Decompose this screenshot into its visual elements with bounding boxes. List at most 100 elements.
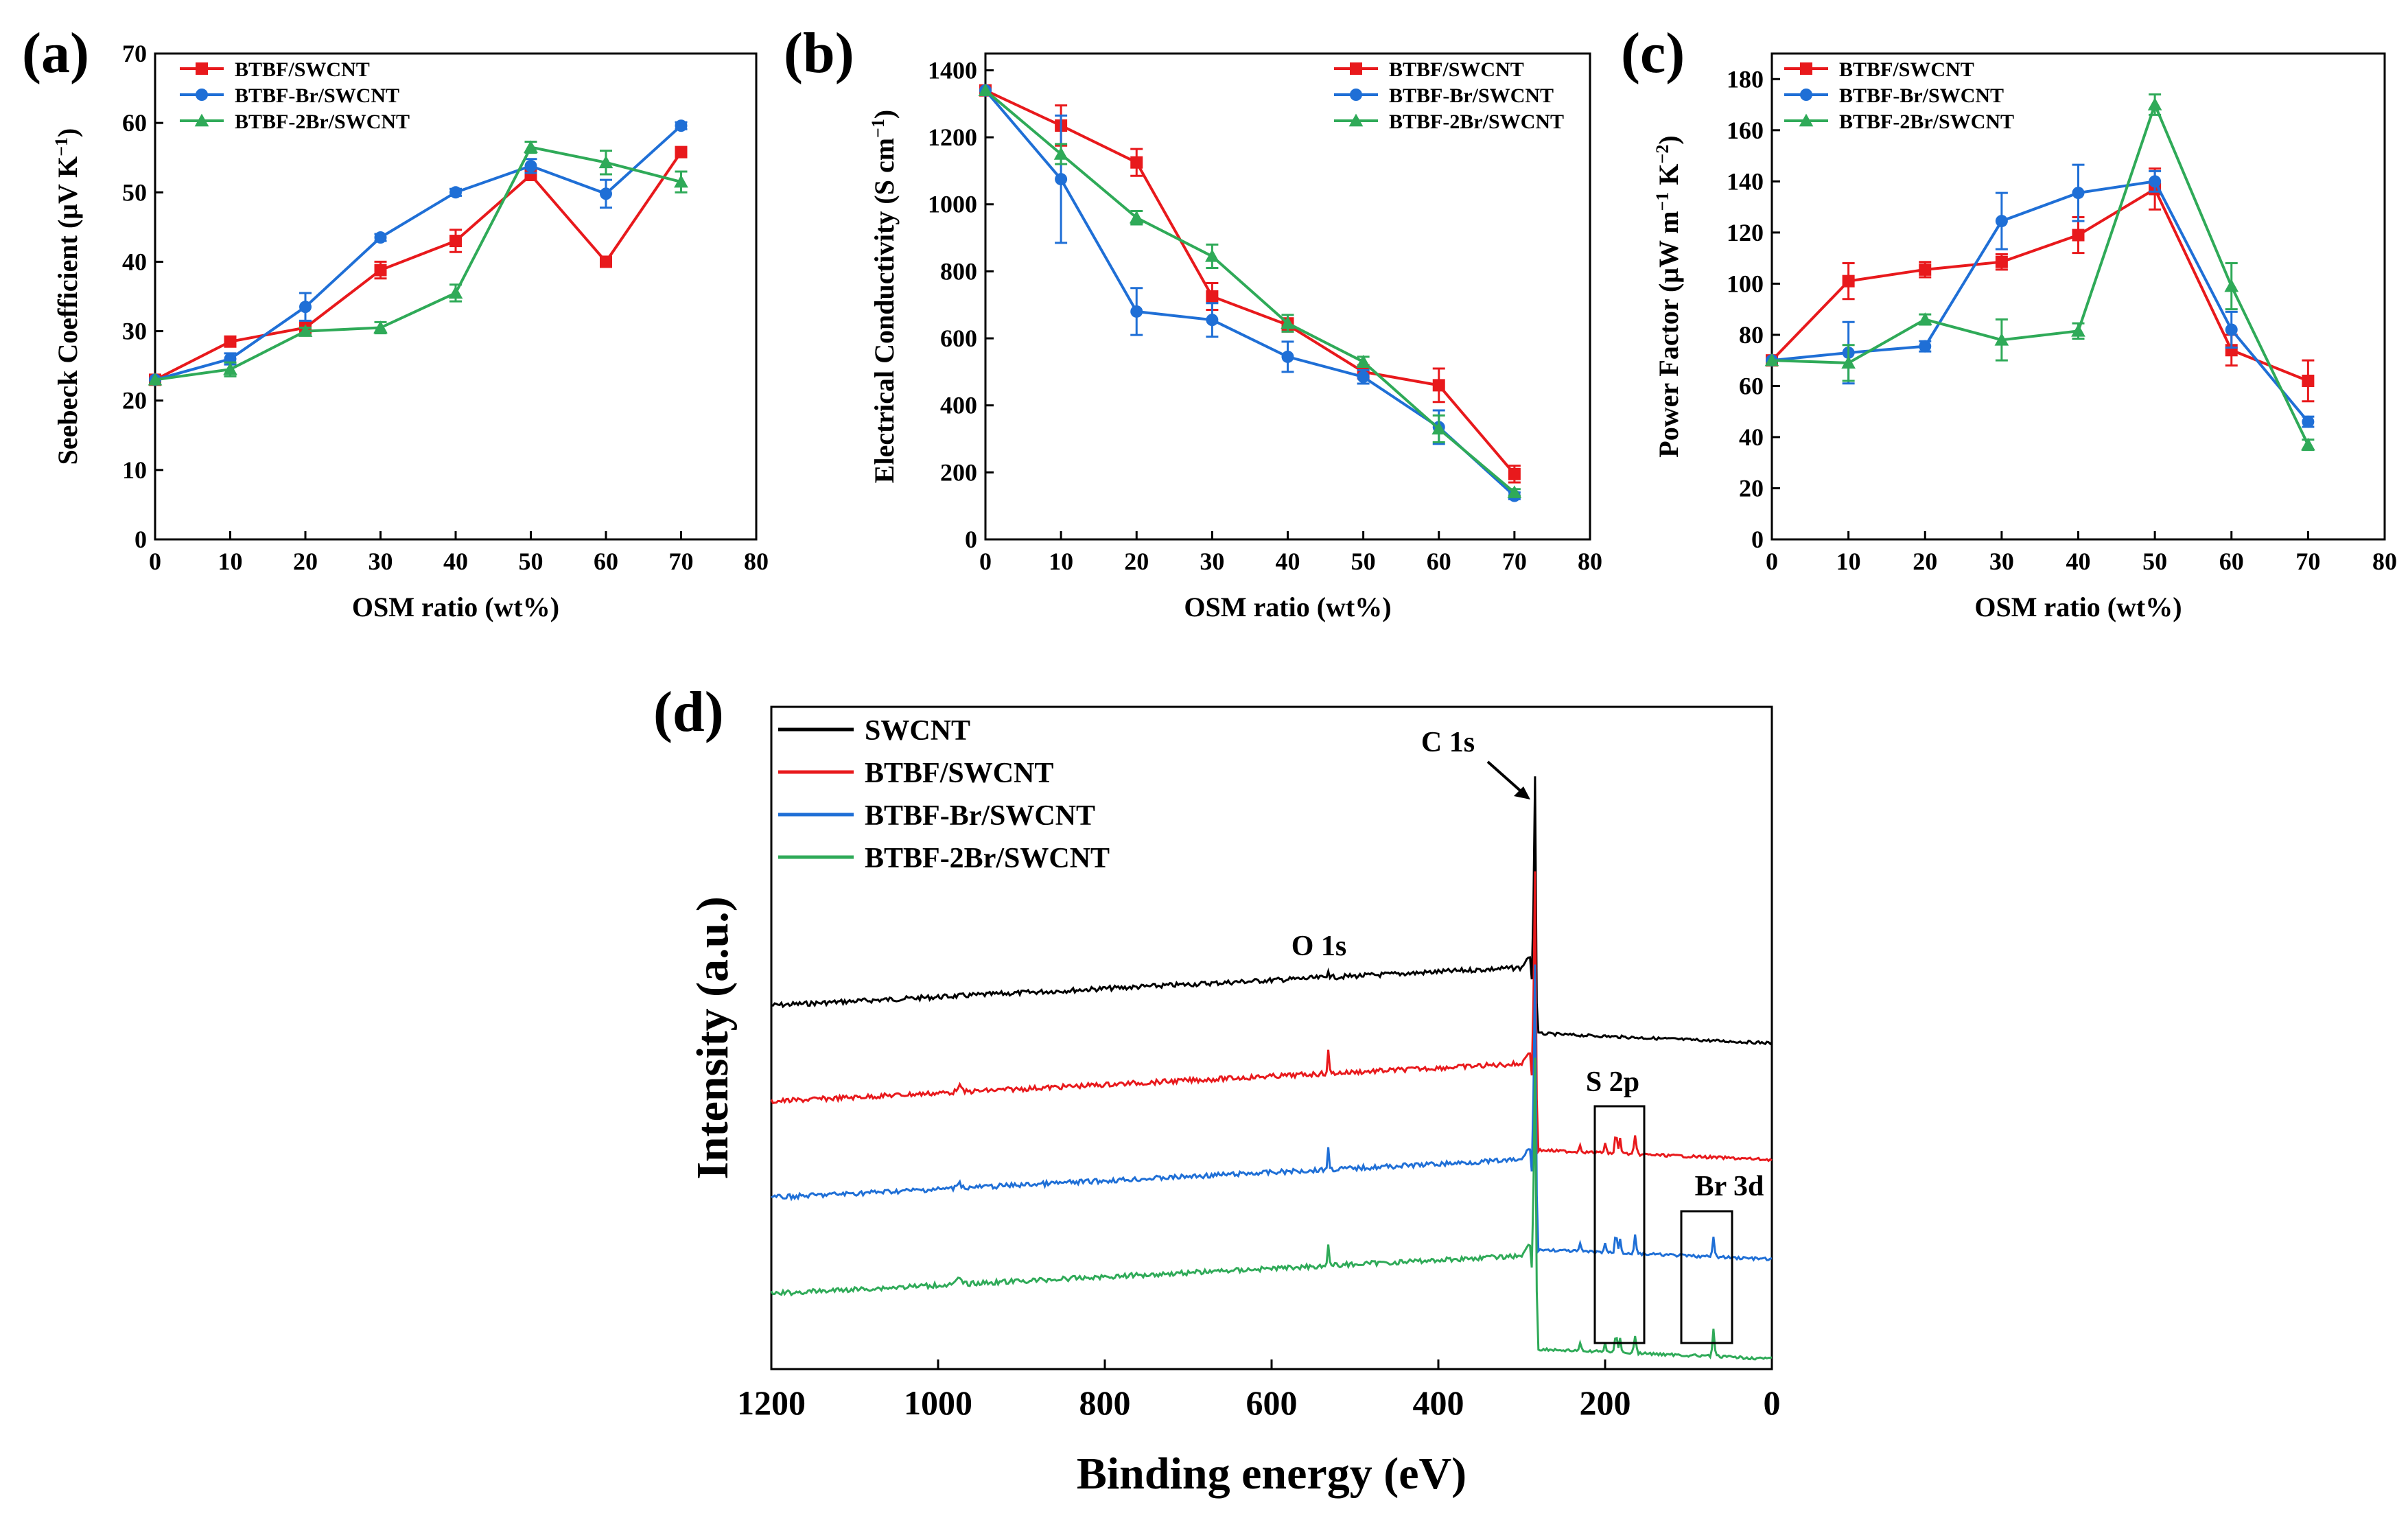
data-point bbox=[2147, 97, 2162, 110]
y-tick-label: 0 bbox=[1751, 526, 1764, 553]
legend-label: BTBF-2Br/SWCNT bbox=[1839, 110, 2014, 133]
y-axis-label: Power Factor (μW m−1 K−2) bbox=[1652, 135, 1685, 457]
data-point bbox=[1917, 312, 1932, 325]
panel-label: (d) bbox=[653, 680, 724, 744]
data-point bbox=[224, 335, 237, 348]
data-point bbox=[674, 174, 688, 188]
y-axis-label: Seebeck Coefficient (μV K−1) bbox=[51, 128, 84, 465]
y-axis-label-sup: −1 bbox=[868, 119, 888, 138]
spectrum-btbf-br-swcnt bbox=[771, 964, 1773, 1262]
y-tick-label: 140 bbox=[1727, 167, 1764, 195]
annotation-arrowhead bbox=[1514, 786, 1530, 799]
y-tick-label: 60 bbox=[1739, 372, 1764, 399]
data-point bbox=[978, 83, 993, 96]
x-tick-label: 0 bbox=[1764, 1383, 1781, 1422]
data-point bbox=[223, 362, 237, 375]
legend-marker bbox=[1800, 89, 1812, 101]
x-tick-label: 40 bbox=[2066, 548, 2091, 575]
data-point bbox=[1995, 255, 2008, 268]
x-tick-label: 40 bbox=[443, 548, 468, 575]
x-tick-label: 20 bbox=[293, 548, 318, 575]
y-tick-label: 30 bbox=[122, 318, 147, 345]
x-axis-label: OSM ratio (wt%) bbox=[1974, 592, 2182, 622]
data-point bbox=[1053, 147, 1068, 160]
annotation-c1s: C 1s bbox=[1421, 727, 1475, 758]
panel-label: (a) bbox=[22, 21, 89, 85]
y-tick-label: 40 bbox=[1739, 423, 1764, 451]
x-axis-label: Binding energy (eV) bbox=[1077, 1449, 1466, 1499]
data-point bbox=[1129, 210, 1144, 224]
y-axis-label-sup: −2 bbox=[1652, 145, 1672, 164]
data-point bbox=[1919, 263, 1932, 276]
y-axis-label-part: ) bbox=[869, 110, 900, 119]
data-point bbox=[2072, 187, 2085, 200]
y-tick-label: 70 bbox=[122, 40, 147, 67]
y-tick-label: 600 bbox=[940, 325, 977, 352]
data-point bbox=[524, 140, 538, 153]
data-point bbox=[2149, 175, 2162, 188]
data-point bbox=[1055, 173, 1068, 186]
y-tick-label: 400 bbox=[940, 392, 977, 419]
data-point bbox=[373, 320, 388, 334]
data-point bbox=[1281, 316, 1295, 329]
x-tick-label: 20 bbox=[1124, 548, 1149, 575]
y-tick-label: 0 bbox=[965, 526, 977, 553]
data-point bbox=[1842, 275, 1855, 288]
x-axis-label: OSM ratio (wt%) bbox=[352, 592, 559, 622]
legend-label: BTBF-2Br/SWCNT bbox=[865, 843, 1110, 874]
data-point bbox=[299, 301, 312, 314]
series-btbf-2br-swcnt bbox=[978, 83, 1522, 498]
x-tick-label: 600 bbox=[1246, 1383, 1298, 1422]
x-tick-label: 1000 bbox=[904, 1383, 972, 1422]
y-tick-label: 80 bbox=[1739, 321, 1764, 349]
x-tick-label: 50 bbox=[2142, 548, 2167, 575]
y-tick-label: 40 bbox=[122, 248, 147, 275]
x-tick-label: 30 bbox=[1989, 548, 2014, 575]
x-tick-label: 50 bbox=[1351, 548, 1376, 575]
data-point bbox=[675, 145, 688, 159]
data-point bbox=[1995, 215, 2008, 228]
data-point bbox=[1356, 354, 1370, 368]
data-point bbox=[1206, 290, 1219, 303]
data-point bbox=[1130, 305, 1143, 318]
series-line bbox=[985, 89, 1516, 476]
legend-label: BTBF-2Br/SWCNT bbox=[1389, 110, 1564, 133]
x-tick-label: 0 bbox=[979, 548, 992, 575]
panel-a: (a) 0 10 20 30 40 50 60 70 80 0 10 20 30 40 50 60 70 OSM r… bbox=[22, 21, 769, 622]
data-point bbox=[1841, 355, 1856, 369]
x-tick-label: 10 bbox=[218, 548, 243, 575]
data-point bbox=[2302, 374, 2315, 387]
y-axis-label-sup: −1 bbox=[51, 137, 71, 156]
series-line bbox=[1770, 187, 2309, 382]
y-tick-label: 160 bbox=[1727, 117, 1764, 144]
panel-label: (c) bbox=[1621, 21, 1685, 85]
x-tick-label: 70 bbox=[669, 548, 694, 575]
data-point bbox=[448, 285, 463, 299]
x-tick-label: 0 bbox=[1766, 548, 1778, 575]
legend-label: BTBF-Br/SWCNT bbox=[865, 800, 1095, 832]
x-tick-label: 60 bbox=[1427, 548, 1451, 575]
y-tick-label: 120 bbox=[1727, 219, 1764, 246]
x-tick-label: 60 bbox=[2219, 548, 2244, 575]
series-line bbox=[1771, 100, 2310, 445]
legend-marker bbox=[196, 89, 208, 101]
legend-label: BTBF/SWCNT bbox=[865, 758, 1053, 789]
data-point bbox=[2071, 323, 2085, 337]
y-tick-label: 10 bbox=[122, 456, 147, 484]
y-tick-label: 1400 bbox=[928, 56, 977, 84]
data-point bbox=[1205, 249, 1219, 262]
data-point bbox=[1994, 332, 2009, 346]
y-tick-label: 60 bbox=[122, 109, 147, 137]
spectrum-line bbox=[770, 871, 1773, 1163]
annotation-box-s2p bbox=[1593, 1105, 1646, 1344]
x-tick-label: 60 bbox=[594, 548, 618, 575]
series-line bbox=[984, 89, 1516, 494]
legend-label: BTBF/SWCNT bbox=[1389, 58, 1524, 81]
y-axis-label-part: Electrical Conductivity (S cm bbox=[869, 138, 900, 483]
x-tick-label: 80 bbox=[2372, 548, 2397, 575]
annotation-s2p: S 2p bbox=[1586, 1066, 1639, 1098]
data-point bbox=[2301, 437, 2315, 451]
data-point bbox=[600, 187, 612, 200]
data-point bbox=[2302, 415, 2315, 428]
x-tick-label: 800 bbox=[1079, 1383, 1131, 1422]
